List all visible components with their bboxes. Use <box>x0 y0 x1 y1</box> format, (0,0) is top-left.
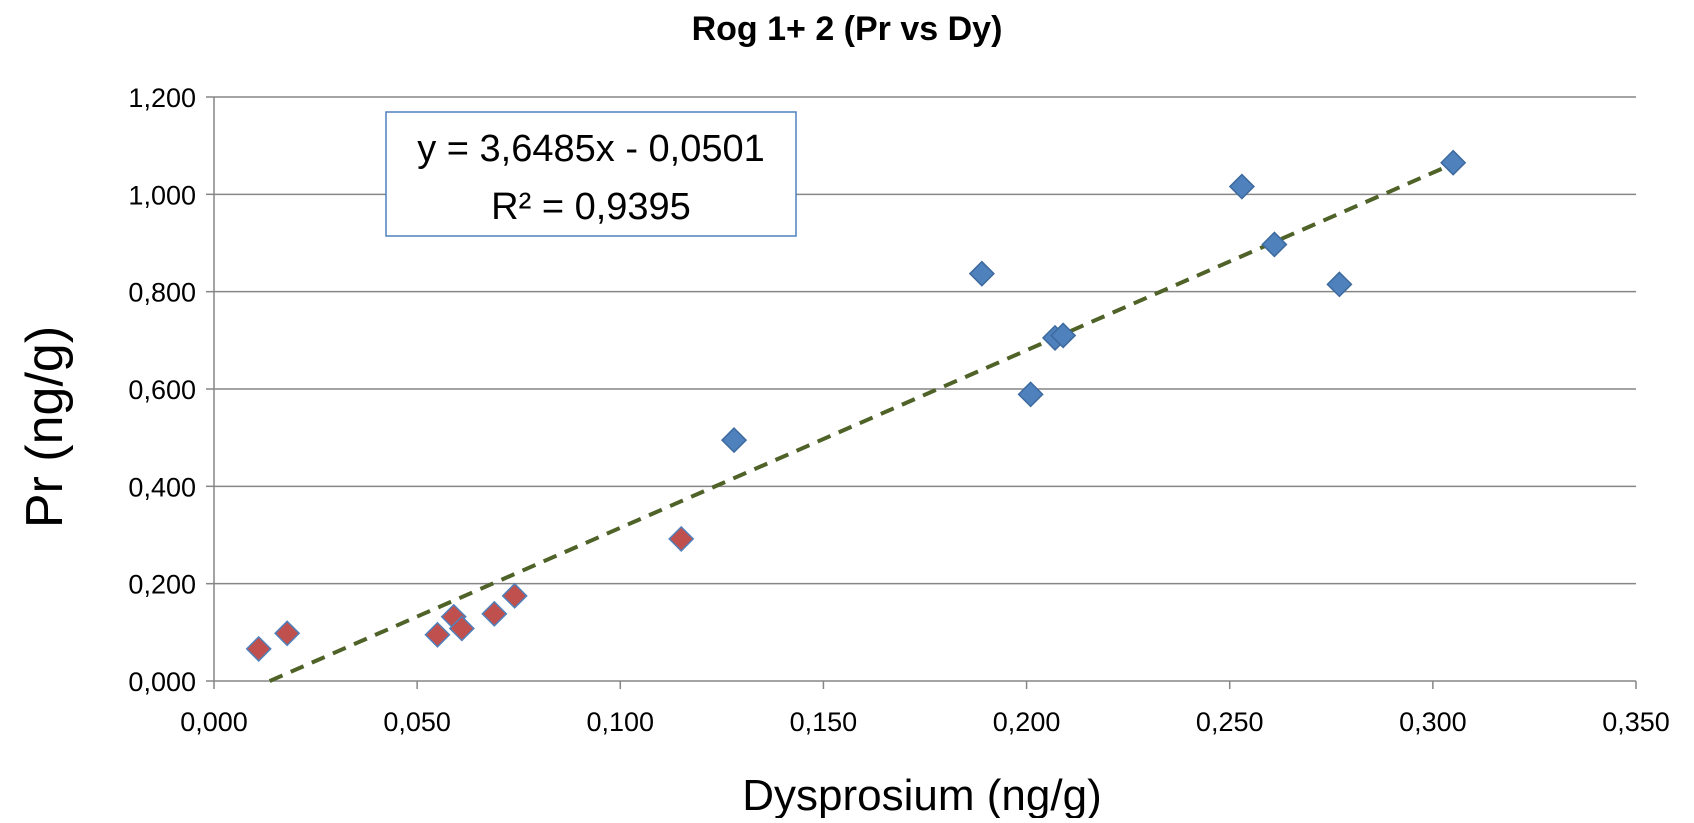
y-axis-title: Pr (ng/g) <box>16 326 74 528</box>
x-tick-label: 0,050 <box>383 707 451 737</box>
data-point <box>274 620 301 647</box>
y-tick-label: 0,800 <box>128 278 196 308</box>
x-tick-label: 0,100 <box>586 707 654 737</box>
trendline-equation-box: y = 3,6485x - 0,0501 R² = 0,9395 <box>385 111 797 237</box>
data-point <box>1228 173 1255 200</box>
data-point <box>424 621 451 648</box>
x-tick-label: 0,350 <box>1602 707 1670 737</box>
trendline-equation: y = 3,6485x - 0,0501 <box>417 128 765 170</box>
data-point <box>720 427 748 454</box>
trendline <box>268 161 1454 683</box>
data-point <box>1440 149 1467 176</box>
x-tick-label: 0,300 <box>1399 707 1467 737</box>
data-point <box>1050 322 1077 349</box>
y-tick-label: 1,200 <box>128 83 196 113</box>
y-tick-label: 0,200 <box>128 570 196 600</box>
data-point <box>481 600 508 627</box>
data-point <box>1017 381 1044 408</box>
data-point <box>448 615 475 642</box>
data-point <box>245 635 272 662</box>
trendline-r-squared: R² = 0,9395 <box>491 186 691 228</box>
x-tick-label: 0,200 <box>993 707 1061 737</box>
y-tick-label: 0,600 <box>128 375 196 405</box>
y-tick-label: 1,000 <box>128 180 196 210</box>
data-point <box>1261 231 1288 258</box>
x-tick-label: 0,150 <box>790 707 858 737</box>
axes: 0,000 0,200 0,400 0,600 0,800 1,000 1,200 0,000… <box>128 83 1669 737</box>
y-tick-label: 0,000 <box>128 667 196 697</box>
y-tick-label: 0,400 <box>128 472 196 502</box>
data-point <box>968 260 995 287</box>
data-point <box>668 525 695 552</box>
data-point <box>501 582 528 609</box>
data-point <box>1326 271 1353 298</box>
x-tick-label: 0,000 <box>180 707 248 737</box>
trendline-layer <box>268 161 1454 683</box>
x-axis-title: Dysprosium (ng/g) <box>742 771 1101 818</box>
x-tick-label: 0,250 <box>1196 707 1264 737</box>
data-points <box>245 149 1467 662</box>
chart-title: Rog 1+ 2 (Pr vs Dy) <box>692 10 1003 48</box>
